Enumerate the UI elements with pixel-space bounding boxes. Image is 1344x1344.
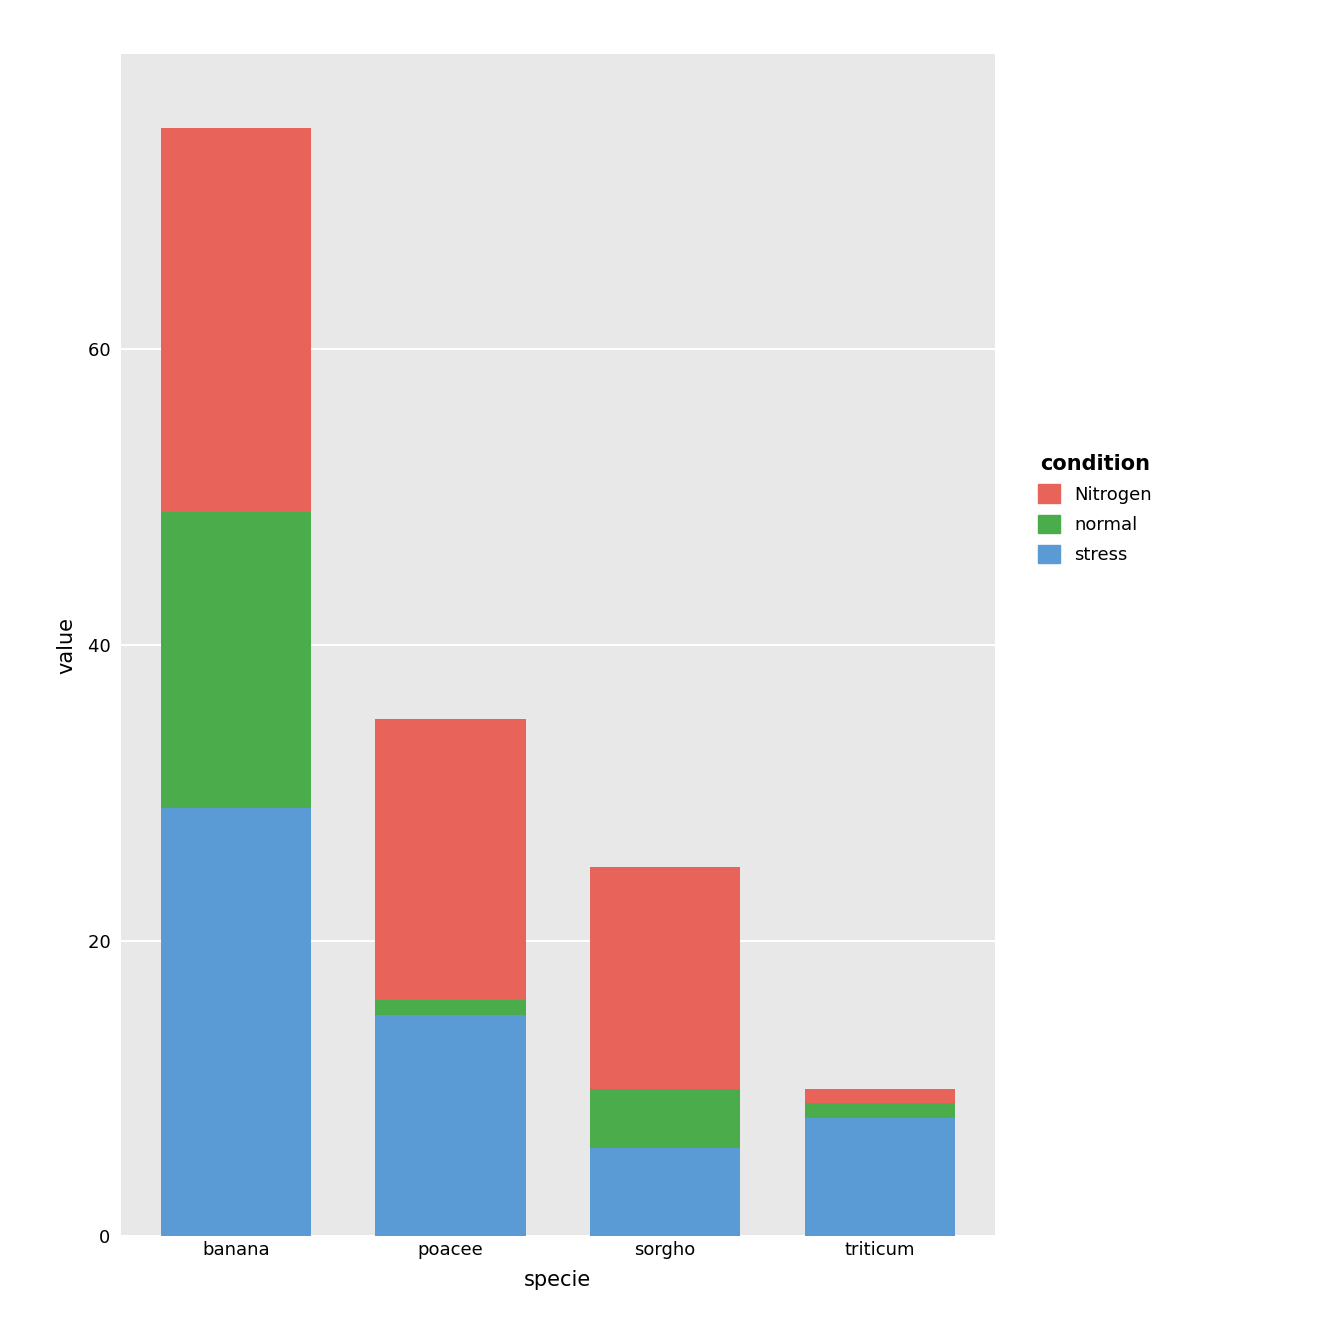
Bar [161, 128, 310, 512]
Bar [805, 1103, 954, 1118]
Bar [590, 867, 741, 1089]
Bar [805, 1118, 954, 1236]
Bar [590, 1089, 741, 1148]
Y-axis label: value: value [56, 617, 77, 673]
Bar [375, 719, 526, 1000]
X-axis label: specie: specie [524, 1270, 591, 1290]
Legend: Nitrogen, normal, stress: Nitrogen, normal, stress [1024, 439, 1167, 578]
Bar [375, 1015, 526, 1236]
Bar [805, 1089, 954, 1103]
Bar [161, 512, 310, 808]
Bar [590, 1148, 741, 1236]
Bar [161, 808, 310, 1236]
Bar [375, 1000, 526, 1015]
